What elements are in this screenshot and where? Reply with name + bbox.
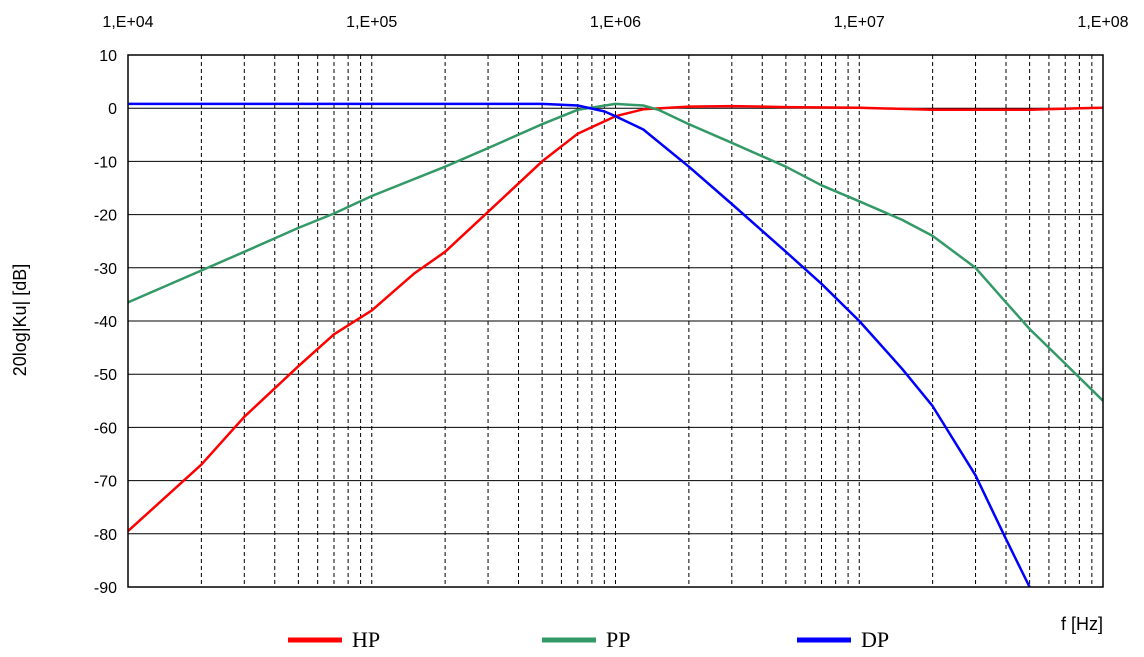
- y-tick-label: -40: [94, 314, 117, 331]
- y-tick-label: -90: [94, 580, 117, 597]
- x-tick-label: 1,E+08: [1077, 14, 1128, 31]
- x-tick-label: 1,E+05: [346, 14, 397, 31]
- y-tick-label: 10: [99, 48, 117, 65]
- x-axis-label: f [Hz]: [1061, 614, 1103, 634]
- tick-labels: 1,E+04 1,E+05 1,E+06 1,E+07 1,E+08 10 0 -10 -20 -…: [94, 14, 1129, 597]
- x-tick-label: 1,E+07: [834, 14, 885, 31]
- series-lines: [127, 102, 1104, 588]
- legend: HP PP DP: [288, 627, 889, 652]
- legend-label-dp: DP: [861, 627, 889, 652]
- y-tick-label: -30: [94, 261, 117, 278]
- series-dp-line: [128, 102, 1031, 588]
- grid: [128, 55, 1103, 587]
- y-axis-label: 20log|Ku| [dB]: [10, 264, 30, 376]
- y-tick-label: -10: [94, 154, 117, 171]
- y-tick-label: -50: [94, 367, 117, 384]
- y-tick-label: -80: [94, 527, 117, 544]
- legend-label-pp: PP: [606, 627, 630, 652]
- series-pp-line: [127, 102, 1104, 402]
- y-tick-label: -20: [94, 208, 117, 225]
- series-hp-line: [127, 104, 1104, 533]
- x-tick-label: 1,E+06: [590, 14, 641, 31]
- legend-label-hp: HP: [352, 627, 380, 652]
- y-tick-label: -70: [94, 474, 117, 491]
- plot-frame: [127, 54, 1104, 588]
- x-tick-label: 1,E+04: [102, 14, 153, 31]
- y-tick-label: 0: [108, 101, 117, 118]
- y-tick-label: -60: [94, 420, 117, 437]
